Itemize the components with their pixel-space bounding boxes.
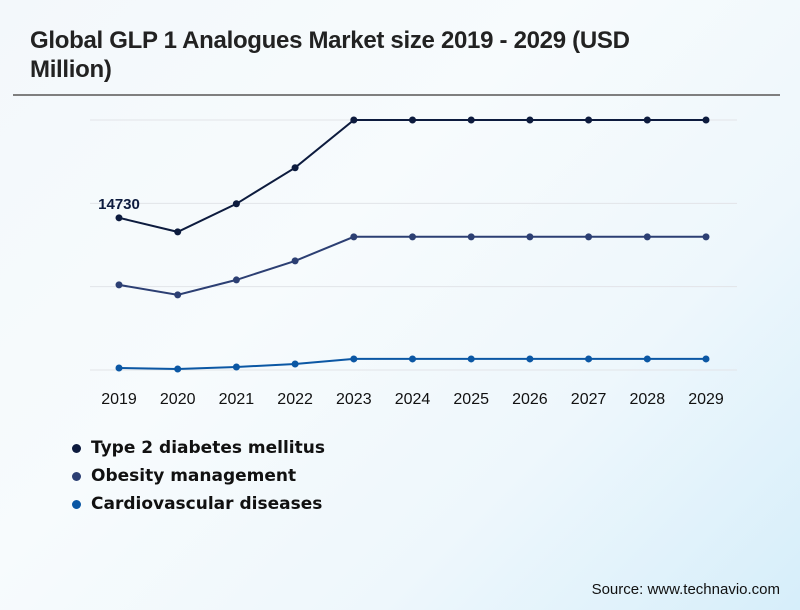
data-point[interactable] bbox=[174, 365, 182, 373]
data-point[interactable] bbox=[291, 164, 299, 172]
source-credit: Source: www.technavio.com bbox=[591, 581, 780, 598]
legend-label: Obesity management bbox=[91, 466, 297, 486]
data-point[interactable] bbox=[467, 233, 475, 241]
x-tick-label: 2020 bbox=[160, 391, 196, 408]
legend-label: Type 2 diabetes mellitus bbox=[91, 438, 325, 458]
data-point[interactable] bbox=[585, 233, 593, 241]
data-point[interactable] bbox=[585, 355, 593, 363]
data-point[interactable] bbox=[174, 228, 182, 236]
data-point[interactable] bbox=[409, 355, 416, 363]
title-divider bbox=[13, 94, 780, 96]
data-point[interactable] bbox=[585, 116, 593, 124]
x-tick-label: 2024 bbox=[395, 391, 431, 408]
data-point[interactable] bbox=[291, 257, 299, 265]
x-tick-label: 2029 bbox=[688, 391, 724, 408]
data-point[interactable] bbox=[350, 233, 358, 241]
data-point[interactable] bbox=[232, 363, 240, 371]
data-point[interactable] bbox=[643, 116, 651, 124]
legend-dot-icon bbox=[72, 499, 81, 509]
series-points bbox=[115, 116, 710, 373]
data-point[interactable] bbox=[526, 355, 534, 363]
x-tick-label: 2022 bbox=[277, 391, 313, 408]
data-point[interactable] bbox=[409, 116, 416, 124]
x-tick-label: 2023 bbox=[336, 391, 372, 408]
gridlines bbox=[90, 119, 737, 371]
data-point[interactable] bbox=[350, 355, 358, 363]
data-point[interactable] bbox=[115, 364, 123, 372]
data-point[interactable] bbox=[643, 233, 651, 241]
data-point[interactable] bbox=[702, 233, 710, 241]
series-lines bbox=[118, 119, 706, 371]
series-line-0 bbox=[118, 119, 706, 233]
data-point[interactable] bbox=[702, 355, 710, 363]
data-point[interactable] bbox=[291, 360, 299, 368]
data-point[interactable] bbox=[409, 233, 416, 241]
data-point[interactable] bbox=[702, 116, 710, 124]
x-tick-label: 2028 bbox=[630, 391, 666, 408]
data-point[interactable] bbox=[350, 116, 358, 124]
data-labels: 14730 bbox=[98, 196, 140, 213]
data-point[interactable] bbox=[643, 355, 651, 363]
data-point[interactable] bbox=[467, 116, 475, 124]
legend-item-type2-diabetes[interactable]: Type 2 diabetes mellitus bbox=[72, 434, 325, 462]
data-point[interactable] bbox=[467, 355, 475, 363]
legend: Type 2 diabetes mellitus Obesity managem… bbox=[72, 434, 325, 518]
data-point[interactable] bbox=[115, 214, 123, 222]
x-tick-label: 2026 bbox=[512, 391, 548, 408]
x-tick-label: 2019 bbox=[101, 391, 137, 408]
chart-title: Global GLP 1 Analogues Market size 2019 … bbox=[30, 27, 630, 83]
legend-dot-icon bbox=[72, 443, 81, 453]
data-point[interactable] bbox=[232, 276, 240, 284]
data-point[interactable] bbox=[174, 291, 182, 299]
legend-label: Cardiovascular diseases bbox=[91, 494, 323, 514]
legend-item-obesity-management[interactable]: Obesity management bbox=[72, 462, 325, 490]
data-point[interactable] bbox=[526, 116, 534, 124]
data-point[interactable] bbox=[526, 233, 534, 241]
x-tick-label: 2021 bbox=[219, 391, 255, 408]
x-tick-label: 2025 bbox=[453, 391, 489, 408]
x-tick-label: 2027 bbox=[571, 391, 607, 408]
legend-item-cardiovascular-diseases[interactable]: Cardiovascular diseases bbox=[72, 490, 325, 518]
legend-dot-icon bbox=[72, 471, 81, 481]
data-label: 14730 bbox=[98, 196, 140, 213]
data-point[interactable] bbox=[115, 281, 123, 289]
data-point[interactable] bbox=[232, 200, 240, 208]
x-axis-ticks: 2019 2020 2021 2022 2023 2024 2025 2026 2027 2028… bbox=[101, 391, 724, 408]
